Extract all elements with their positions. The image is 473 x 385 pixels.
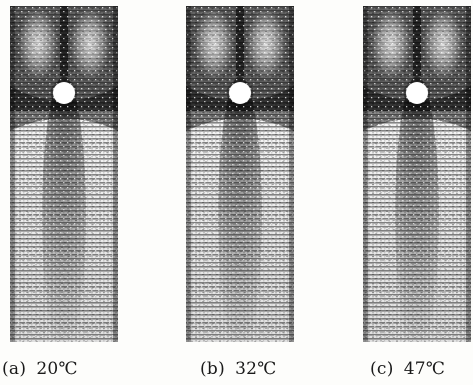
caption-c-temperature: 47℃ — [403, 359, 446, 379]
caption-b: (b) 32℃ — [200, 359, 277, 379]
caption-a-label: (a) — [2, 359, 27, 379]
caption-a: (a) 20℃ — [2, 359, 78, 379]
fringe-pattern-20c — [10, 6, 118, 342]
panel-b-image — [186, 6, 294, 342]
panel-c-image — [363, 6, 471, 342]
caption-c: (c) 47℃ — [370, 359, 445, 379]
caption-a-temperature: 20℃ — [36, 359, 78, 379]
caption-b-label: (b) — [200, 359, 226, 379]
panel-a-image — [10, 6, 118, 342]
caption-c-label: (c) — [370, 359, 394, 379]
fringe-pattern-32c — [186, 6, 294, 342]
caption-b-temperature: 32℃ — [235, 359, 277, 379]
fringe-pattern-47c — [363, 6, 471, 342]
